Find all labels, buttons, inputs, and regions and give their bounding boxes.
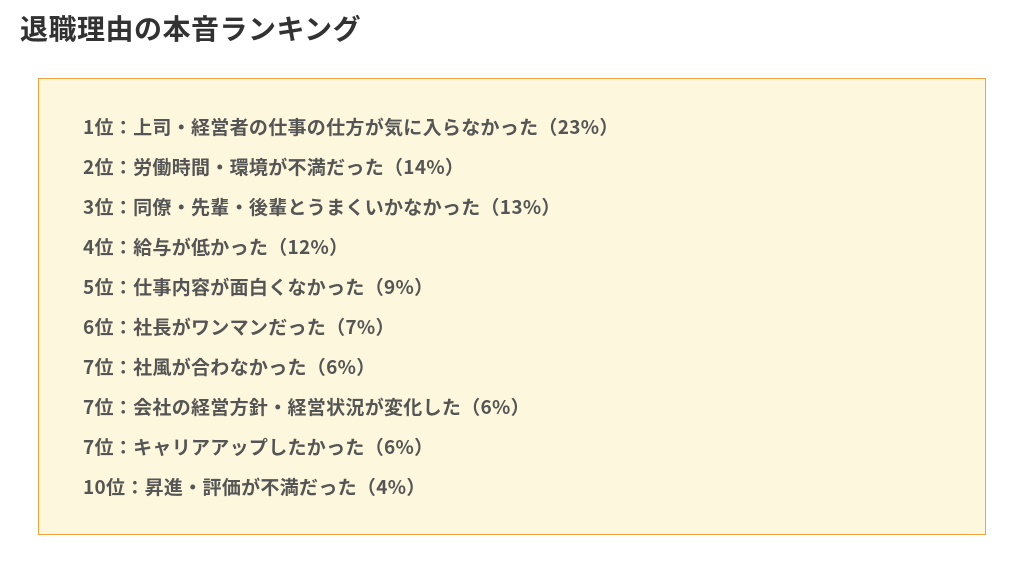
list-item: 1位：上司・経営者の仕事の仕方が気に入らなかった（23%） [83,117,941,136]
list-item: 3位：同僚・先輩・後輩とうまくいかなかった（13%） [83,197,941,216]
ranking-list: 1位：上司・経営者の仕事の仕方が気に入らなかった（23%） 2位：労働時間・環境が… [83,117,941,496]
list-item: 7位：キャリアアップしたかった（6%） [83,437,941,456]
list-item: 4位：給与が低かった（12%） [83,237,941,256]
list-item: 5位：仕事内容が面白くなかった（9%） [83,277,941,296]
list-item: 7位：会社の経営方針・経営状況が変化した（6%） [83,397,941,416]
list-item: 10位：昇進・評価が不満だった（4%） [83,477,941,496]
ranking-box: 1位：上司・経営者の仕事の仕方が気に入らなかった（23%） 2位：労働時間・環境が… [38,78,986,535]
list-item: 7位：社風が合わなかった（6%） [83,357,941,376]
list-item: 2位：労働時間・環境が不満だった（14%） [83,157,941,176]
page-title: 退職理由の本音ランキング [20,8,1004,48]
page-container: 退職理由の本音ランキング 1位：上司・経営者の仕事の仕方が気に入らなかった（23… [0,0,1024,535]
list-item: 6位：社長がワンマンだった（7%） [83,317,941,336]
